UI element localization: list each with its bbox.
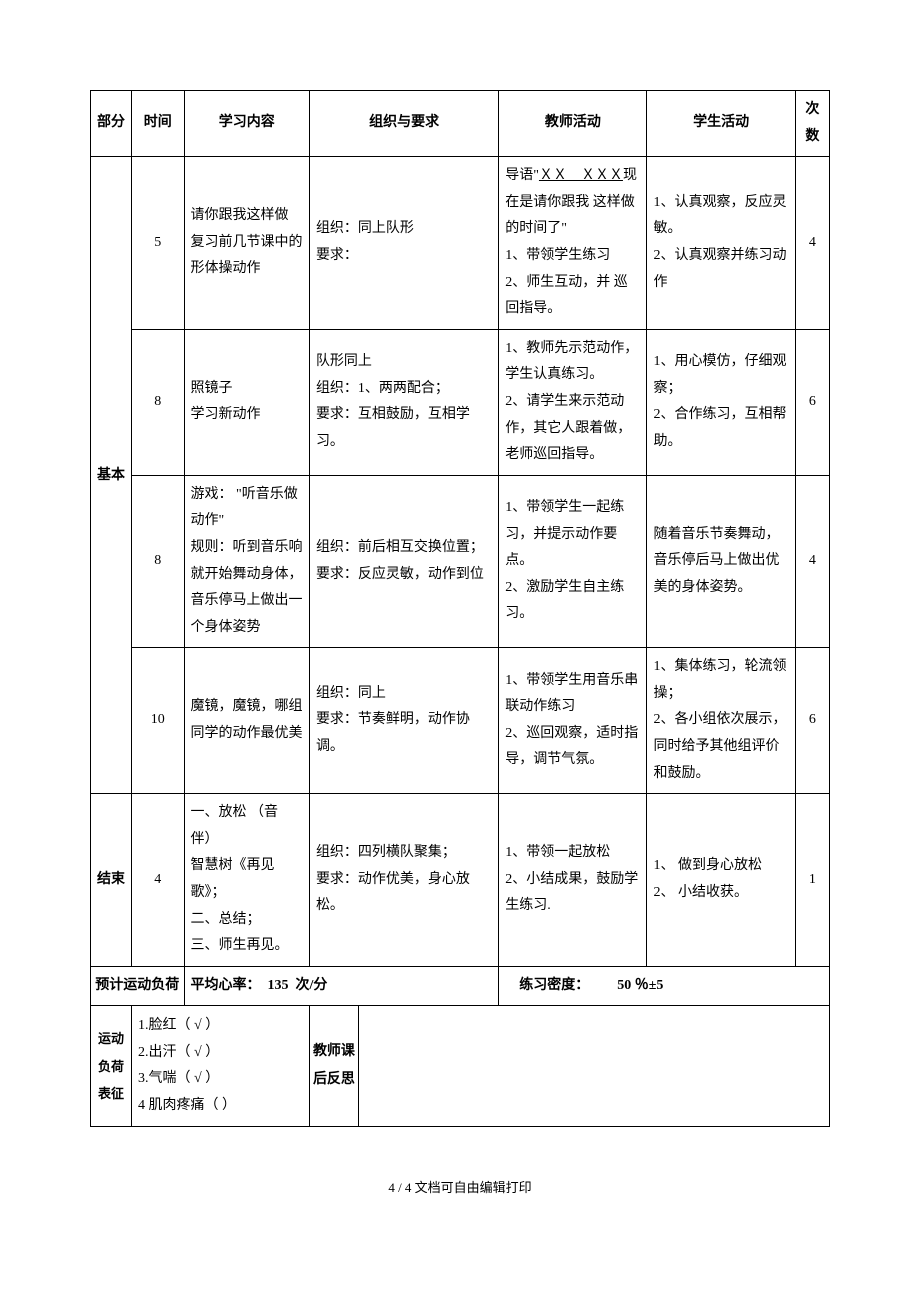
load-predict-label: 预计运动负荷 [91,966,185,1006]
basic-teacher-1: 导语"ＸＸ ＸＸＸ现在是请你跟我 这样做的时间了"1、带领学生练习2、师生互动，… [499,157,647,330]
header-row: 部分 时间 学习内容 组织与要求 教师活动 学生活动 次数 [91,91,830,157]
hdr-teacher: 教师活动 [499,91,647,157]
reflection-label: 教师课后反思 [310,1006,359,1126]
basic-time-3: 8 [132,475,184,648]
basic-time-2: 8 [132,329,184,475]
hdr-student: 学生活动 [647,91,795,157]
end-teacher: 1、带领一起放松2、小结成果，鼓励学生练习. [499,794,647,967]
hdr-org: 组织与要求 [309,91,498,157]
basic-teacher-3: 1、带领学生一起练习，并提示动作要点。2、激励学生自主练习。 [499,475,647,648]
heart-rate: 平均心率： 135 次/分 [184,966,499,1006]
basic-student-1: 1、认真观察，反应灵敏。2、认真观察并练习动作 [647,157,795,330]
indicators-row: 运动负荷表征 1.脸红（ √ ）2.出汗（ √ ）3.气喘（ √ ）4 肌肉疼痛… [91,1006,830,1127]
basic-content-3: 游戏： "听音乐做动作"规则：听到音乐响就开始舞动身体，音乐停马上做出一个身体姿… [184,475,309,648]
end-time: 4 [132,794,184,967]
basic-student-2: 1、用心模仿，仔细观察；2、合作练习，互相帮助。 [647,329,795,475]
hdr-part: 部分 [91,91,132,157]
end-content: 一、放松 （音伴）智慧树《再见歌》；二、总结；三、师生再见。 [184,794,309,967]
basic-count-3: 4 [795,475,829,648]
basic-row-3: 8 游戏： "听音乐做动作"规则：听到音乐响就开始舞动身体，音乐停马上做出一个身… [91,475,830,648]
basic-student-4: 1、集体练习，轮流领操；2、各小组依次展示，同时给予其他组评价和鼓励。 [647,648,795,794]
basic-org-1: 组织：同上队形要求： [309,157,498,330]
basic-org-3: 组织：前后相互交换位置；要求：反应灵敏，动作到位 [309,475,498,648]
basic-row-4: 10 魔镜，魔镜，哪组同学的动作最优美 组织：同上要求：节奏鲜明，动作协调。 1… [91,648,830,794]
reflection-cell: 教师课后反思 [309,1006,829,1127]
end-student: 1、 做到身心放松2、 小结收获。 [647,794,795,967]
end-row: 结束 4 一、放松 （音伴）智慧树《再见歌》；二、总结；三、师生再见。 组织：四… [91,794,830,967]
end-org: 组织：四列横队聚集；要求：动作优美，身心放松。 [309,794,498,967]
basic-student-3: 随着音乐节奏舞动，音乐停后马上做出优美的身体姿势。 [647,475,795,648]
basic-row-2: 8 照镜子学习新动作 队形同上组织：1、两两配合；要求：互相鼓励，互相学习。 1… [91,329,830,475]
basic-teacher-4: 1、带领学生用音乐串联动作练习2、巡回观察，适时指导，调节气氛。 [499,648,647,794]
page-footer: 4 / 4 文档可自由编辑打印 [90,1177,830,1196]
basic-content-1: 请你跟我这样做复习前几节课中的形体操动作 [184,157,309,330]
basic-org-2: 队形同上组织：1、两两配合；要求：互相鼓励，互相学习。 [309,329,498,475]
basic-teacher-2: 1、教师先示范动作，学生认真练习。2、请学生来示范动作，其它人跟着做，老师巡回指… [499,329,647,475]
basic-content-2: 照镜子学习新动作 [184,329,309,475]
basic-time-1: 5 [132,157,184,330]
basic-label: 基本 [91,157,132,794]
hdr-count: 次数 [795,91,829,157]
density: 练习密度： 50 ％±5 [499,966,830,1006]
reflection-content [359,1006,829,1126]
basic-org-4: 组织：同上要求：节奏鲜明，动作协调。 [309,648,498,794]
basic-time-4: 10 [132,648,184,794]
end-label: 结束 [91,794,132,967]
hdr-content: 学习内容 [184,91,309,157]
hdr-time: 时间 [132,91,184,157]
basic-count-4: 6 [795,648,829,794]
basic-row-1: 基本 5 请你跟我这样做复习前几节课中的形体操动作 组织：同上队形要求： 导语"… [91,157,830,330]
basic-count-2: 6 [795,329,829,475]
indicators-items: 1.脸红（ √ ）2.出汗（ √ ）3.气喘（ √ ）4 肌肉疼痛（ ） [132,1006,310,1127]
basic-content-4: 魔镜，魔镜，哪组同学的动作最优美 [184,648,309,794]
basic-count-1: 4 [795,157,829,330]
end-count: 1 [795,794,829,967]
load-row: 预计运动负荷 平均心率： 135 次/分 练习密度： 50 ％±5 [91,966,830,1006]
lesson-plan-table: 部分 时间 学习内容 组织与要求 教师活动 学生活动 次数 基本 5 请你跟我这… [90,90,830,1127]
indicators-label: 运动负荷表征 [91,1006,132,1127]
